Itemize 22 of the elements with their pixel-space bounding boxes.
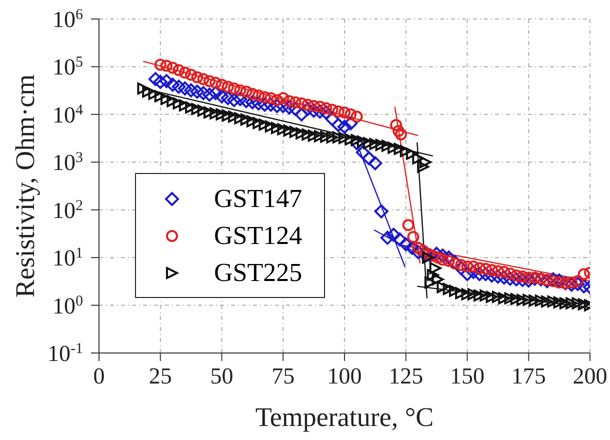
x-tick-label: 150 (450, 363, 484, 388)
y-tick-label: 10$^{1}$ (52, 246, 83, 271)
legend-label: GST225 (214, 258, 302, 288)
x-tick-label: 100 (327, 363, 362, 388)
x-tick-label: 50 (210, 363, 234, 388)
x-tick-label: 125 (388, 363, 424, 388)
x-tick-label: 200 (572, 363, 608, 388)
x-axis-title: Temperature, °C (255, 402, 434, 432)
x-tick-label: 25 (148, 363, 172, 388)
y-tick-label: 10$^{5}$ (52, 54, 83, 80)
y-tick-label: 10$^{-1}$ (48, 341, 83, 366)
x-tick-label: 0 (93, 363, 105, 388)
y-tick-label: 10$^{0}$ (52, 293, 83, 318)
legend-label: GST124 (214, 220, 302, 250)
y-tick-label: 10$^{4}$ (52, 102, 84, 128)
legend-label: GST147 (214, 184, 302, 214)
x-tick-label: 175 (511, 363, 546, 388)
y-tick-label: 10$^{2}$ (52, 198, 83, 223)
y-tick-label: 10$^{3}$ (52, 150, 83, 176)
y-tick-label: 10$^{6}$ (52, 7, 84, 32)
y-axis-title: Resistivity, Ohm·cm (10, 74, 40, 298)
x-tick-label: 75 (272, 363, 295, 388)
